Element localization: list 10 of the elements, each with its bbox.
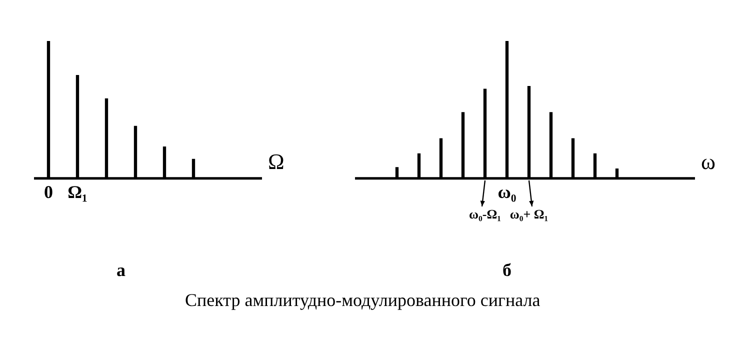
x-tick-label: ω₀ (498, 182, 516, 202)
text: Спектр амплитудно-модулированного сигнала (185, 290, 540, 311)
text: б (502, 260, 512, 280)
text: а (116, 260, 126, 280)
x-axis-title: ω (701, 149, 716, 174)
x-tick-label: ω₀-Ω₁ (468, 206, 502, 222)
x-tick-label: 0 (44, 182, 53, 202)
x-axis-title: Ω (268, 149, 284, 174)
x-tick-label: ω₀+ Ω₁ (510, 206, 548, 222)
x-tick-label: Ω₁ (68, 182, 88, 202)
